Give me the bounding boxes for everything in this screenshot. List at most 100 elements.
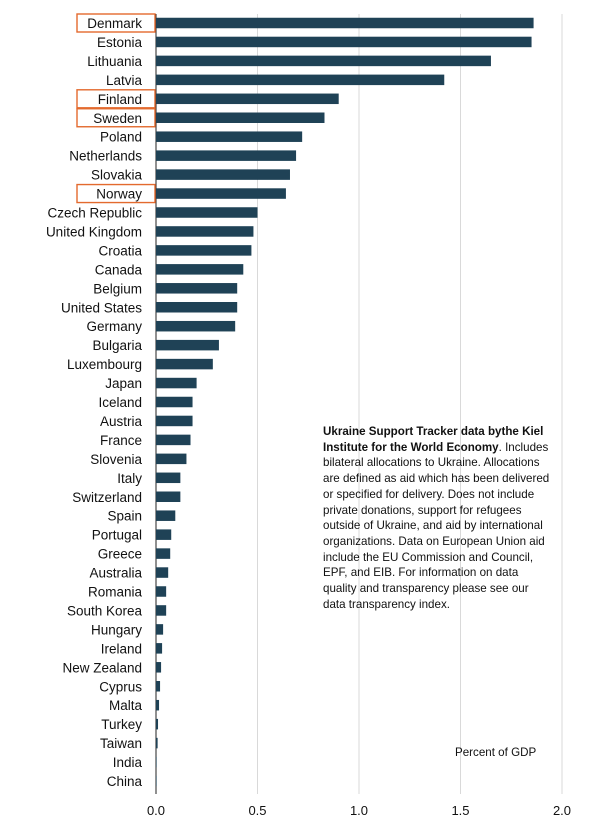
bar [156, 434, 191, 446]
bar [156, 510, 176, 521]
x-tick-labels: 0.0 0.5 1.0 1.5 2.0 [147, 803, 571, 818]
bar [156, 775, 157, 787]
highlight-box [76, 183, 156, 204]
bar [156, 453, 187, 465]
category-label: China [107, 774, 143, 789]
category-label: Denmark [87, 16, 142, 31]
bar [156, 624, 164, 635]
bar [156, 529, 172, 540]
category-label: Ireland [101, 641, 142, 656]
category-label: Slovenia [90, 452, 142, 467]
bar [156, 491, 181, 502]
source-note: Ukraine Support Tracker data bythe Kiel … [323, 424, 551, 612]
bar [156, 17, 534, 29]
category-label: South Korea [67, 603, 143, 618]
bar [156, 93, 339, 105]
source-note-title: Ukraine Support Tracker data bythe Kiel … [323, 425, 544, 454]
x-axis-unit-label: Percent of GDP [455, 746, 537, 759]
gridlines [155, 14, 563, 794]
category-label: Greece [98, 547, 142, 562]
category-label: Czech Republic [47, 206, 142, 221]
category-label: Romania [88, 585, 143, 600]
x-tick-label: 0.0 [147, 803, 165, 818]
bar [156, 207, 258, 218]
highlight-boxes [76, 13, 156, 204]
category-label: New Zealand [62, 660, 142, 675]
category-label: India [113, 755, 143, 770]
bar [156, 36, 532, 48]
category-label: Hungary [91, 622, 142, 637]
bar [156, 737, 158, 749]
bar [156, 643, 163, 654]
bar [156, 756, 157, 768]
x-tick-label: 1.0 [350, 803, 368, 818]
bar [156, 339, 219, 351]
bar [156, 567, 169, 578]
category-label: Bulgaria [92, 338, 142, 353]
category-label: Estonia [97, 35, 143, 50]
bar [156, 150, 297, 161]
source-note-text: . Includes bilateral allocations to Ukra… [323, 440, 550, 611]
category-label: United Kingdom [46, 224, 142, 239]
bar [156, 472, 181, 484]
category-label: Malta [109, 698, 143, 713]
bar [156, 415, 193, 427]
bar [156, 131, 303, 142]
category-label: Spain [107, 509, 142, 524]
category-label: Luxembourg [67, 357, 142, 372]
bar [156, 302, 238, 313]
category-label: Croatia [98, 243, 142, 258]
category-label: Turkey [101, 717, 142, 732]
category-label: Cyprus [99, 679, 142, 694]
category-labels: Denmark Estonia Lithuania Latvia Finland Swed… [46, 16, 143, 789]
x-tick-label: 2.0 [553, 803, 571, 818]
bar [156, 226, 254, 237]
bar [156, 681, 161, 692]
category-label: United States [61, 300, 142, 315]
category-label: Iceland [98, 395, 142, 410]
category-label: Canada [95, 262, 143, 277]
bar [156, 586, 167, 597]
category-label: Slovakia [91, 168, 143, 183]
bar [156, 74, 445, 86]
category-label: Switzerland [72, 490, 142, 505]
bar [156, 605, 167, 616]
category-label: Lithuania [87, 54, 142, 69]
category-label: Norway [96, 187, 142, 202]
bar [156, 320, 236, 332]
category-label: Taiwan [100, 736, 142, 751]
bar [156, 662, 162, 673]
bar [156, 169, 290, 180]
x-tick-label: 0.5 [248, 803, 266, 818]
category-label: France [100, 433, 142, 448]
bar [156, 396, 193, 408]
highlight-box [76, 89, 156, 109]
category-label: Netherlands [69, 149, 142, 164]
category-label: Italy [117, 471, 142, 486]
bar [156, 112, 325, 123]
bar [156, 264, 244, 275]
bar [156, 699, 160, 711]
category-label: Austria [100, 414, 143, 429]
category-label: Australia [89, 566, 142, 581]
bar [156, 55, 491, 67]
bars [156, 17, 534, 787]
category-label: Poland [100, 130, 142, 145]
bar [156, 283, 238, 294]
bar [156, 188, 286, 199]
bar [156, 358, 213, 370]
x-tick-label: 1.5 [451, 803, 469, 818]
bar [156, 548, 171, 559]
bar [156, 718, 159, 730]
highlight-box [76, 13, 156, 33]
bar [156, 377, 197, 389]
bar [156, 245, 252, 256]
category-label: Japan [105, 376, 142, 391]
category-label: Germany [86, 319, 142, 334]
category-label: Latvia [106, 73, 143, 88]
category-label: Finland [98, 92, 142, 107]
category-label: Sweden [93, 111, 142, 126]
highlight-box [76, 108, 156, 128]
category-label: Belgium [93, 281, 142, 296]
